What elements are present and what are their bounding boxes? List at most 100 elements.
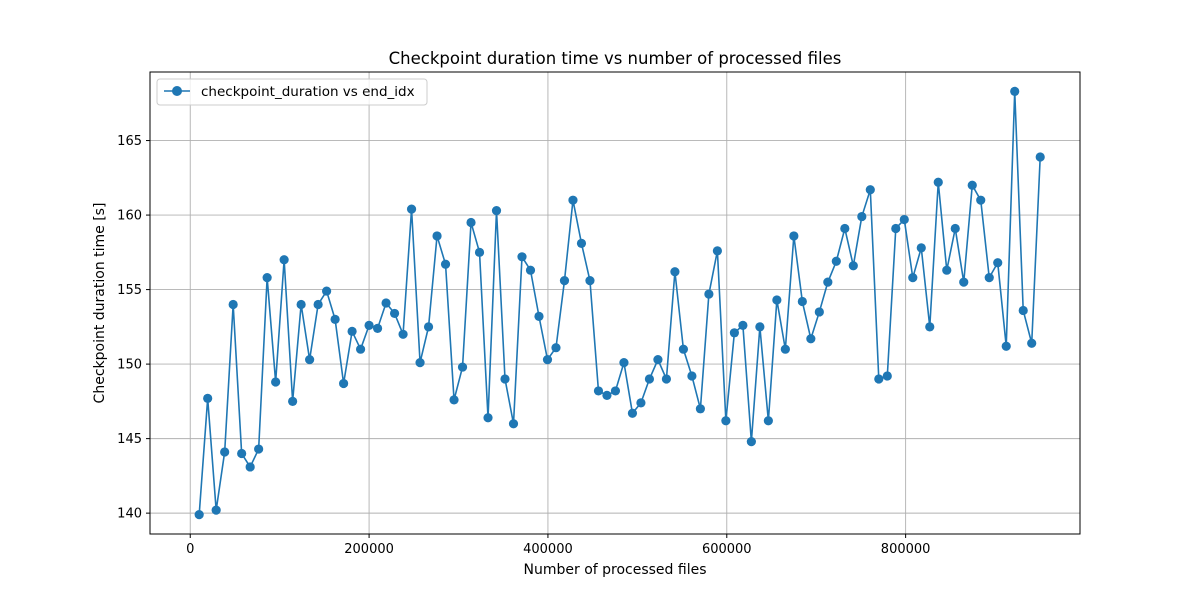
data-point xyxy=(406,204,417,214)
data-point xyxy=(585,276,595,286)
data-point xyxy=(993,258,1003,268)
y-tick-label: 165 xyxy=(117,134,142,149)
data-point xyxy=(661,374,672,384)
data-point xyxy=(542,355,553,365)
series-layer xyxy=(194,86,1045,520)
data-point xyxy=(967,180,977,190)
data-point xyxy=(355,344,366,354)
chart-title: Checkpoint duration time vs number of pr… xyxy=(389,49,842,68)
data-point xyxy=(806,334,816,344)
data-point xyxy=(755,322,765,332)
data-point xyxy=(797,296,807,307)
data-point xyxy=(288,396,298,406)
y-axis-label: Checkpoint duration time [s] xyxy=(92,203,108,404)
data-point xyxy=(908,273,918,283)
data-point xyxy=(899,214,909,225)
data-point xyxy=(670,267,680,277)
data-point xyxy=(322,286,332,296)
tick-layer: 0 200000 400000 600000 800000 140 145 150 155 160… xyxy=(117,134,930,557)
data-point xyxy=(203,393,213,403)
data-point xyxy=(220,447,230,457)
data-point xyxy=(593,386,604,396)
data-point xyxy=(933,177,943,187)
data-point xyxy=(619,358,629,368)
data-point xyxy=(330,314,340,324)
data-point xyxy=(440,259,451,269)
plot-frame xyxy=(149,71,1081,535)
data-point xyxy=(942,265,952,275)
data-point xyxy=(254,444,264,454)
data-point xyxy=(1010,86,1020,96)
data-point xyxy=(984,273,994,283)
data-point xyxy=(389,308,400,319)
data-point xyxy=(738,320,748,330)
data-point xyxy=(627,408,638,418)
x-tick-label: 400000 xyxy=(523,542,573,557)
data-point xyxy=(457,362,468,372)
grid xyxy=(150,72,1080,534)
x-tick-label: 800000 xyxy=(881,542,931,557)
data-point xyxy=(653,355,663,365)
data-point xyxy=(228,299,238,310)
data-point xyxy=(780,344,790,354)
data-point xyxy=(874,374,884,384)
data-point xyxy=(568,195,578,205)
data-point xyxy=(415,358,425,368)
data-point xyxy=(857,211,867,222)
data-point xyxy=(865,185,875,195)
data-point xyxy=(364,320,374,330)
data-point xyxy=(1027,338,1037,348)
data-point xyxy=(823,277,833,287)
data-point xyxy=(1001,341,1011,351)
x-tick-label: 200000 xyxy=(344,542,394,557)
data-point xyxy=(772,295,782,305)
data-point xyxy=(891,223,901,234)
plot-area xyxy=(150,72,1080,534)
data-point xyxy=(474,247,485,257)
data-point xyxy=(950,223,960,234)
data-point xyxy=(729,328,739,338)
data-point xyxy=(678,344,689,354)
data-point xyxy=(1018,305,1028,316)
data-point xyxy=(704,289,714,299)
y-tick-label: 160 xyxy=(117,209,142,224)
data-point xyxy=(466,217,476,228)
data-point xyxy=(916,243,926,253)
y-tick-label: 140 xyxy=(117,507,142,522)
data-point xyxy=(814,307,824,317)
data-point xyxy=(925,322,935,332)
data-point xyxy=(636,398,646,408)
legend: checkpoint_duration vs end_idx xyxy=(156,78,428,106)
data-point xyxy=(840,223,850,234)
data-point xyxy=(491,206,502,216)
data-point xyxy=(534,311,544,322)
data-point xyxy=(763,416,773,426)
data-point xyxy=(746,437,756,447)
data-point xyxy=(296,299,306,310)
data-point xyxy=(508,419,519,429)
data-point xyxy=(279,255,289,265)
data-point xyxy=(1035,152,1045,162)
data-point xyxy=(211,505,221,515)
data-point xyxy=(339,378,349,389)
data-point xyxy=(237,448,247,459)
data-point xyxy=(882,371,892,381)
data-point xyxy=(432,231,442,241)
data-point xyxy=(848,261,858,271)
data-point xyxy=(695,404,706,414)
data-point xyxy=(194,510,204,520)
data-point xyxy=(959,277,969,287)
data-point xyxy=(449,395,459,405)
legend-label: checkpoint_duration vs end_idx xyxy=(201,84,415,100)
data-point xyxy=(372,323,383,333)
data-point xyxy=(271,377,281,387)
data-point xyxy=(559,276,570,286)
data-point xyxy=(789,231,799,241)
data-point xyxy=(712,246,722,256)
data-point xyxy=(551,343,561,353)
data-point xyxy=(976,195,986,205)
data-point xyxy=(576,238,587,248)
y-tick-label: 155 xyxy=(117,283,142,298)
data-point xyxy=(313,299,323,310)
